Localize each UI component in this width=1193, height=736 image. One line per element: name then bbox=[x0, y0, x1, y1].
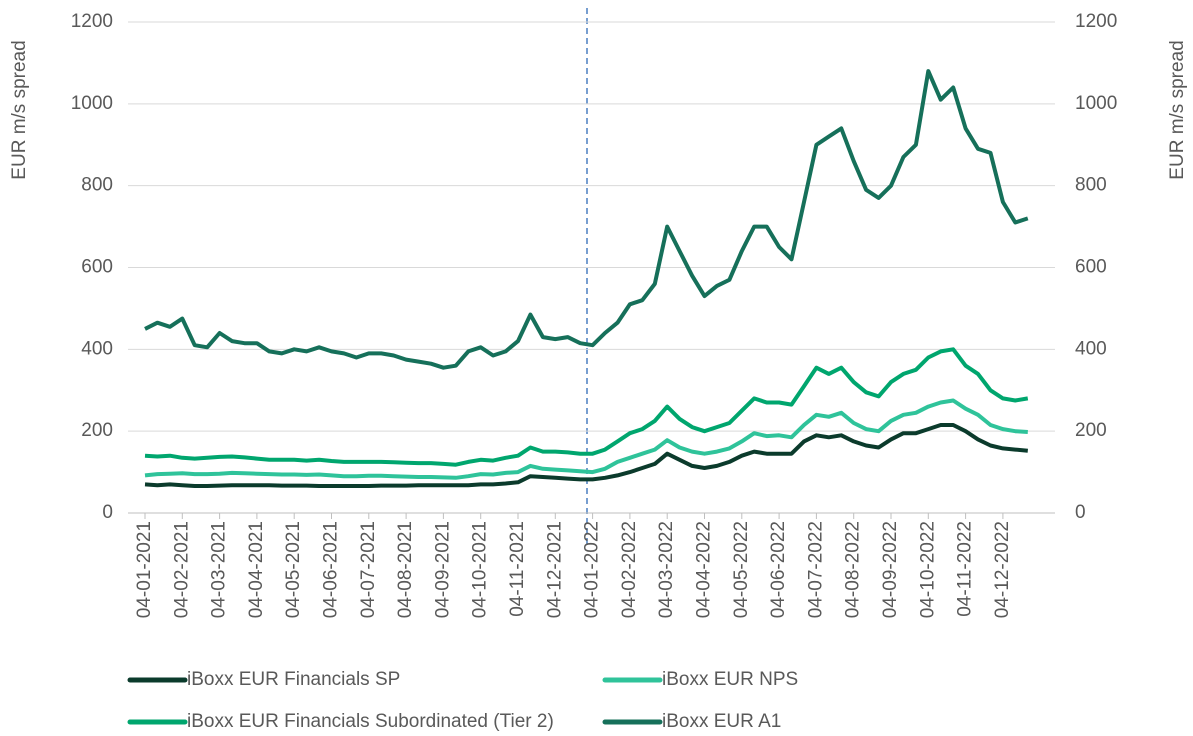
x-tick-label: 04-12-2022 bbox=[992, 521, 1013, 618]
y-axis-title: EUR m/s spread bbox=[9, 40, 30, 179]
x-tick-label: 04-08-2022 bbox=[843, 521, 864, 618]
legend-label: iBoxx EUR A1 bbox=[662, 711, 781, 732]
x-tick-label: 04-09-2022 bbox=[880, 521, 901, 618]
y2-tick-label: 1200 bbox=[1075, 11, 1117, 32]
y2-tick-label: 200 bbox=[1075, 420, 1107, 441]
legend-label: iBoxx EUR Financials SP bbox=[187, 669, 400, 690]
y-tick-label: 0 bbox=[102, 502, 113, 523]
y-tick-label: 1000 bbox=[71, 93, 113, 114]
x-tick-label: 04-06-2022 bbox=[768, 521, 789, 618]
x-tick-label: 04-06-2021 bbox=[321, 521, 342, 618]
x-tick-label: 04-05-2021 bbox=[283, 521, 304, 618]
x-tick-label: 04-10-2022 bbox=[917, 521, 938, 618]
x-tick-label: 04-05-2022 bbox=[731, 521, 752, 618]
legend-label: iBoxx EUR Financials Subordinated (Tier … bbox=[187, 711, 554, 732]
x-tick-label: 04-03-2021 bbox=[209, 521, 230, 618]
y-tick-label: 800 bbox=[81, 175, 113, 196]
x-tick-label: 04-01-2022 bbox=[582, 521, 603, 618]
y2-tick-label: 400 bbox=[1075, 338, 1107, 359]
series-line bbox=[144, 69, 1029, 370]
x-tick-label: 04-02-2021 bbox=[171, 521, 192, 618]
y2-tick-label: 1000 bbox=[1075, 93, 1117, 114]
x-tick-label: 04-07-2022 bbox=[805, 521, 826, 618]
series-line bbox=[144, 398, 1028, 480]
y-tick-label: 200 bbox=[81, 420, 113, 441]
x-tick-label: 04-10-2021 bbox=[470, 521, 491, 618]
x-tick-label: 04-02-2022 bbox=[619, 521, 640, 618]
x-tick-label: 04-11-2021 bbox=[507, 521, 528, 617]
y2-axis-title: EUR m/s spread bbox=[1167, 40, 1188, 179]
x-tick-label: 04-01-2021 bbox=[134, 521, 155, 618]
x-tick-label: 04-04-2021 bbox=[246, 521, 267, 618]
x-tick-label: 04-12-2021 bbox=[544, 521, 565, 618]
y2-tick-label: 600 bbox=[1075, 257, 1107, 278]
series-line bbox=[144, 423, 1028, 488]
x-tick-label: 04-03-2022 bbox=[656, 521, 677, 618]
y-tick-label: 1200 bbox=[71, 11, 113, 32]
series-line bbox=[144, 347, 1029, 467]
y-tick-label: 400 bbox=[81, 338, 113, 359]
legend-label: iBoxx EUR NPS bbox=[662, 669, 798, 690]
y-tick-label: 600 bbox=[81, 257, 113, 278]
x-tick-label: 04-04-2022 bbox=[694, 521, 715, 618]
y2-tick-label: 800 bbox=[1075, 175, 1107, 196]
y2-tick-label: 0 bbox=[1075, 502, 1086, 523]
x-tick-label: 04-09-2021 bbox=[432, 521, 453, 618]
x-tick-label: 04-07-2021 bbox=[358, 521, 379, 618]
x-tick-label: 04-11-2022 bbox=[955, 521, 976, 617]
x-tick-label: 04-08-2021 bbox=[395, 521, 416, 618]
